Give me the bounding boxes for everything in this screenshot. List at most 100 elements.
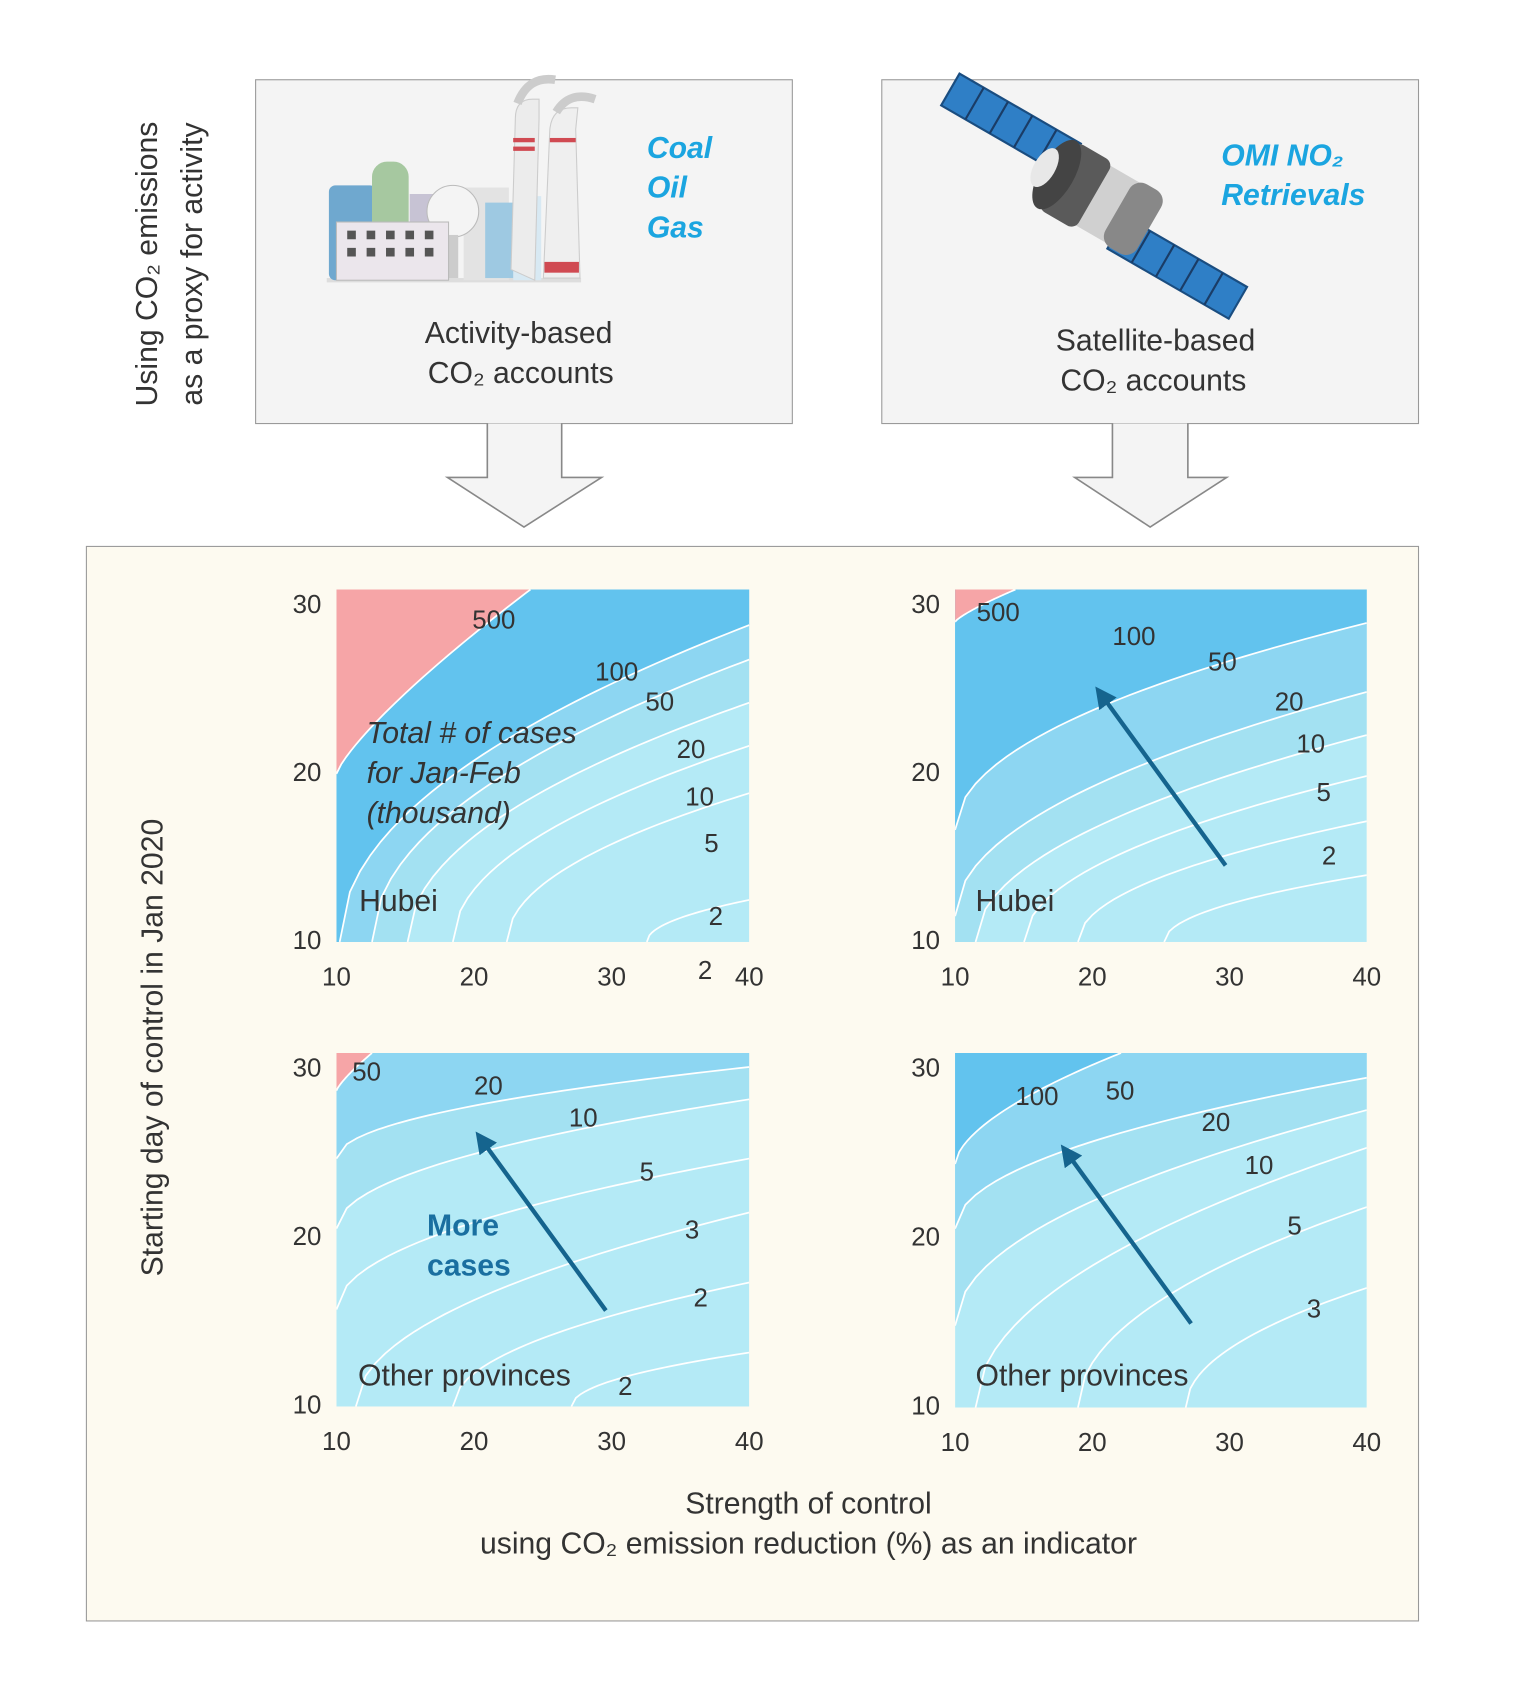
contour-label: 20	[474, 1072, 503, 1100]
contour-line	[1077, 1206, 1367, 1408]
y-tick-label: 20	[293, 1223, 322, 1251]
contour-label: 20	[1275, 689, 1304, 717]
panel-annotation: for Jan-Feb	[367, 757, 521, 790]
region-label: Hubei	[976, 885, 1055, 918]
contour-panel: 500 100 50 20 10 5 2 10 20 30 40 10 20 30 Hubei	[911, 589, 1381, 991]
contour-band	[955, 1052, 1367, 1408]
contour-label: 500	[472, 607, 515, 635]
contour-line	[974, 1146, 1367, 1408]
x-tick-label: 30	[1215, 1429, 1244, 1457]
contour-label: 5	[1287, 1212, 1301, 1240]
contour-label: 50	[1106, 1078, 1135, 1106]
contour-label: 100	[1112, 623, 1155, 651]
x-tick-label: 40	[1352, 963, 1381, 991]
x-tick-label: 20	[1078, 1429, 1107, 1457]
contour-label: 20	[1202, 1109, 1231, 1137]
contour-label: 2	[698, 957, 712, 985]
y-tick-label: 20	[911, 759, 940, 787]
y-axis-label: Starting day of control in Jan 2020	[136, 819, 169, 1277]
contour-line	[505, 792, 750, 942]
y-tick-label: 10	[293, 927, 322, 955]
y-tick-label: 20	[911, 1224, 940, 1252]
satellite-icon	[939, 72, 1249, 321]
contour-label: 20	[677, 736, 706, 764]
contour-label: 10	[685, 783, 714, 811]
x-tick-label: 30	[1215, 963, 1244, 991]
satellite-tag: Retrievals	[1221, 179, 1365, 212]
x-tick-label: 20	[460, 1428, 489, 1456]
contour-label: 2	[618, 1373, 632, 1401]
contour-label: 50	[1208, 649, 1237, 677]
contour-label: 5	[640, 1159, 654, 1187]
contour-label: 50	[645, 689, 674, 717]
fuel-tag: Oil	[647, 172, 688, 205]
y-tick-label: 20	[293, 759, 322, 787]
contour-panel: 50 20 10 5 3 2 2 10 20 30 40 10 20 30 Other provinces M…	[293, 1052, 764, 1456]
contour-line	[338, 624, 750, 942]
side-label: Using CO₂ emissions	[131, 122, 164, 407]
y-tick-label: 30	[293, 1055, 322, 1083]
side-label: as a proxy for activity	[176, 122, 209, 406]
contour-label: 2	[694, 1285, 708, 1313]
contour-line	[1163, 874, 1367, 942]
contour-label: 10	[1296, 731, 1325, 759]
contour-line	[355, 1211, 750, 1407]
source-caption: CO₂ accounts	[1060, 365, 1246, 398]
source-caption: Activity-based	[425, 317, 613, 350]
contour-band	[336, 589, 750, 942]
contour-label: 2	[1322, 843, 1336, 871]
contour-line	[955, 1109, 1367, 1326]
contour-line	[955, 691, 1367, 917]
x-tick-label: 10	[322, 1428, 351, 1456]
contour-panel: 100 50 20 10 5 3 10 20 30 40 10 20 30 Other provinces	[911, 1052, 1381, 1457]
contour-line	[955, 1052, 1122, 1165]
plot-area	[336, 1052, 750, 1407]
x-tick-label: 40	[735, 963, 764, 991]
y-tick-label: 30	[293, 591, 322, 619]
factory-icon	[326, 74, 597, 283]
contour-line	[336, 1098, 750, 1230]
y-tick-label: 30	[911, 591, 940, 619]
contour-line	[570, 1351, 750, 1407]
contour-line	[452, 744, 750, 942]
contour-line	[336, 1066, 750, 1160]
source-caption: CO₂ accounts	[428, 357, 614, 390]
panel-annotation: More	[427, 1210, 499, 1243]
y-tick-label: 10	[911, 927, 940, 955]
contour-line	[452, 1281, 750, 1407]
x-tick-label: 20	[1078, 963, 1107, 991]
x-axis-label: Strength of control	[685, 1488, 931, 1521]
contour-label: 50	[352, 1058, 381, 1086]
contour-band	[955, 589, 1367, 942]
panel-annotation: (thousand)	[367, 797, 511, 830]
x-tick-label: 30	[597, 1428, 626, 1456]
y-tick-label: 10	[293, 1391, 322, 1419]
plot-area	[336, 589, 750, 942]
contour-label: 500	[977, 599, 1020, 627]
y-tick-label: 10	[911, 1392, 940, 1420]
contour-line	[1184, 1287, 1367, 1408]
contour-line	[371, 658, 750, 942]
down-arrow	[1072, 423, 1230, 528]
contour-band	[955, 1052, 1367, 1408]
contour-line	[646, 899, 750, 942]
x-tick-label: 10	[941, 1429, 970, 1457]
contour-line	[1077, 820, 1367, 942]
contour-label: 2	[709, 903, 723, 931]
contour-line	[955, 622, 1367, 831]
contour-line	[336, 1052, 373, 1092]
x-tick-label: 10	[322, 963, 351, 991]
source-caption: Satellite-based	[1056, 325, 1256, 358]
plot-area	[955, 589, 1367, 942]
x-tick-label: 40	[735, 1428, 764, 1456]
contour-label: 10	[1245, 1152, 1274, 1180]
contour-line	[955, 589, 1016, 623]
trend-arrow	[1095, 686, 1228, 867]
contour-line	[336, 1157, 750, 1310]
fuel-tag: Gas	[647, 212, 704, 245]
x-tick-label: 10	[941, 963, 970, 991]
x-axis-label: using CO₂ emission reduction (%) as an i…	[480, 1527, 1137, 1560]
panel-annotation: cases	[427, 1249, 511, 1282]
